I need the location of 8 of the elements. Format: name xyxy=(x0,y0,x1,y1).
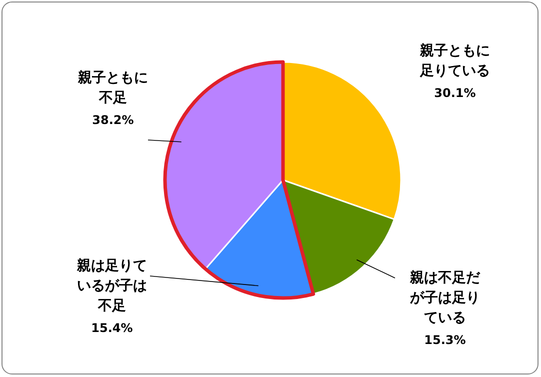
data-label: 38.2% xyxy=(92,113,134,127)
data-label: 15.4% xyxy=(91,321,133,335)
slice-label: 親子ともに不足 xyxy=(77,69,148,106)
data-label: 15.3% xyxy=(424,333,466,347)
data-label: 30.1% xyxy=(434,86,476,100)
slice-label: 親は不足だが子は足りている xyxy=(409,269,481,326)
slice-label: 親は足りているが子は不足 xyxy=(76,257,147,314)
slice-label: 親子ともに足りている xyxy=(419,42,490,79)
